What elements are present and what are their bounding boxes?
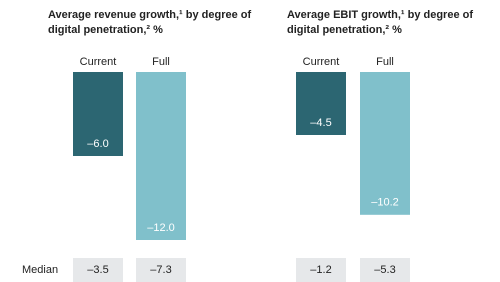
median-title: Median (22, 264, 58, 276)
value-label: –4.5 (310, 117, 331, 129)
median-label: –1.2 (310, 264, 331, 276)
median-label: –7.3 (150, 264, 171, 276)
x-tick-label: Current (80, 56, 117, 68)
value-label: –10.2 (371, 197, 399, 209)
median-box (136, 258, 186, 282)
x-tick-label: Full (152, 56, 170, 68)
x-tick-label: Current (303, 56, 340, 68)
x-tick-label: Full (376, 56, 394, 68)
median-box (296, 258, 346, 282)
bar (136, 72, 186, 240)
chart-title: Average revenue growth,¹ by degree of di… (48, 9, 252, 36)
median-label: –5.3 (374, 264, 395, 276)
bar (360, 72, 410, 215)
bar (296, 72, 346, 135)
value-label: –6.0 (87, 138, 108, 150)
chart-title: Average EBIT growth,¹ by degree of digit… (287, 9, 474, 36)
median-box (73, 258, 123, 282)
bar (73, 72, 123, 156)
value-label: –12.0 (147, 222, 175, 234)
median-label: –3.5 (87, 264, 108, 276)
median-box (360, 258, 410, 282)
